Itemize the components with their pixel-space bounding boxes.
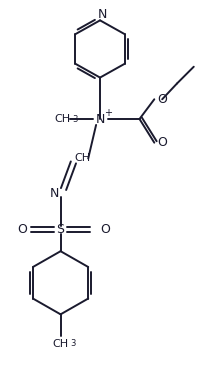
Text: CH: CH: [53, 339, 69, 349]
Text: O: O: [17, 223, 27, 236]
Text: S: S: [57, 223, 64, 236]
Text: O: O: [157, 93, 167, 106]
Text: O: O: [100, 223, 110, 236]
Text: +: +: [104, 108, 112, 118]
Text: 3: 3: [70, 340, 76, 348]
Text: CH: CH: [74, 154, 90, 164]
Text: 3: 3: [73, 114, 78, 124]
Text: N: N: [95, 114, 105, 127]
Text: N: N: [97, 8, 107, 21]
Text: O: O: [157, 136, 167, 149]
Text: N: N: [50, 187, 59, 201]
Text: CH: CH: [55, 114, 71, 124]
